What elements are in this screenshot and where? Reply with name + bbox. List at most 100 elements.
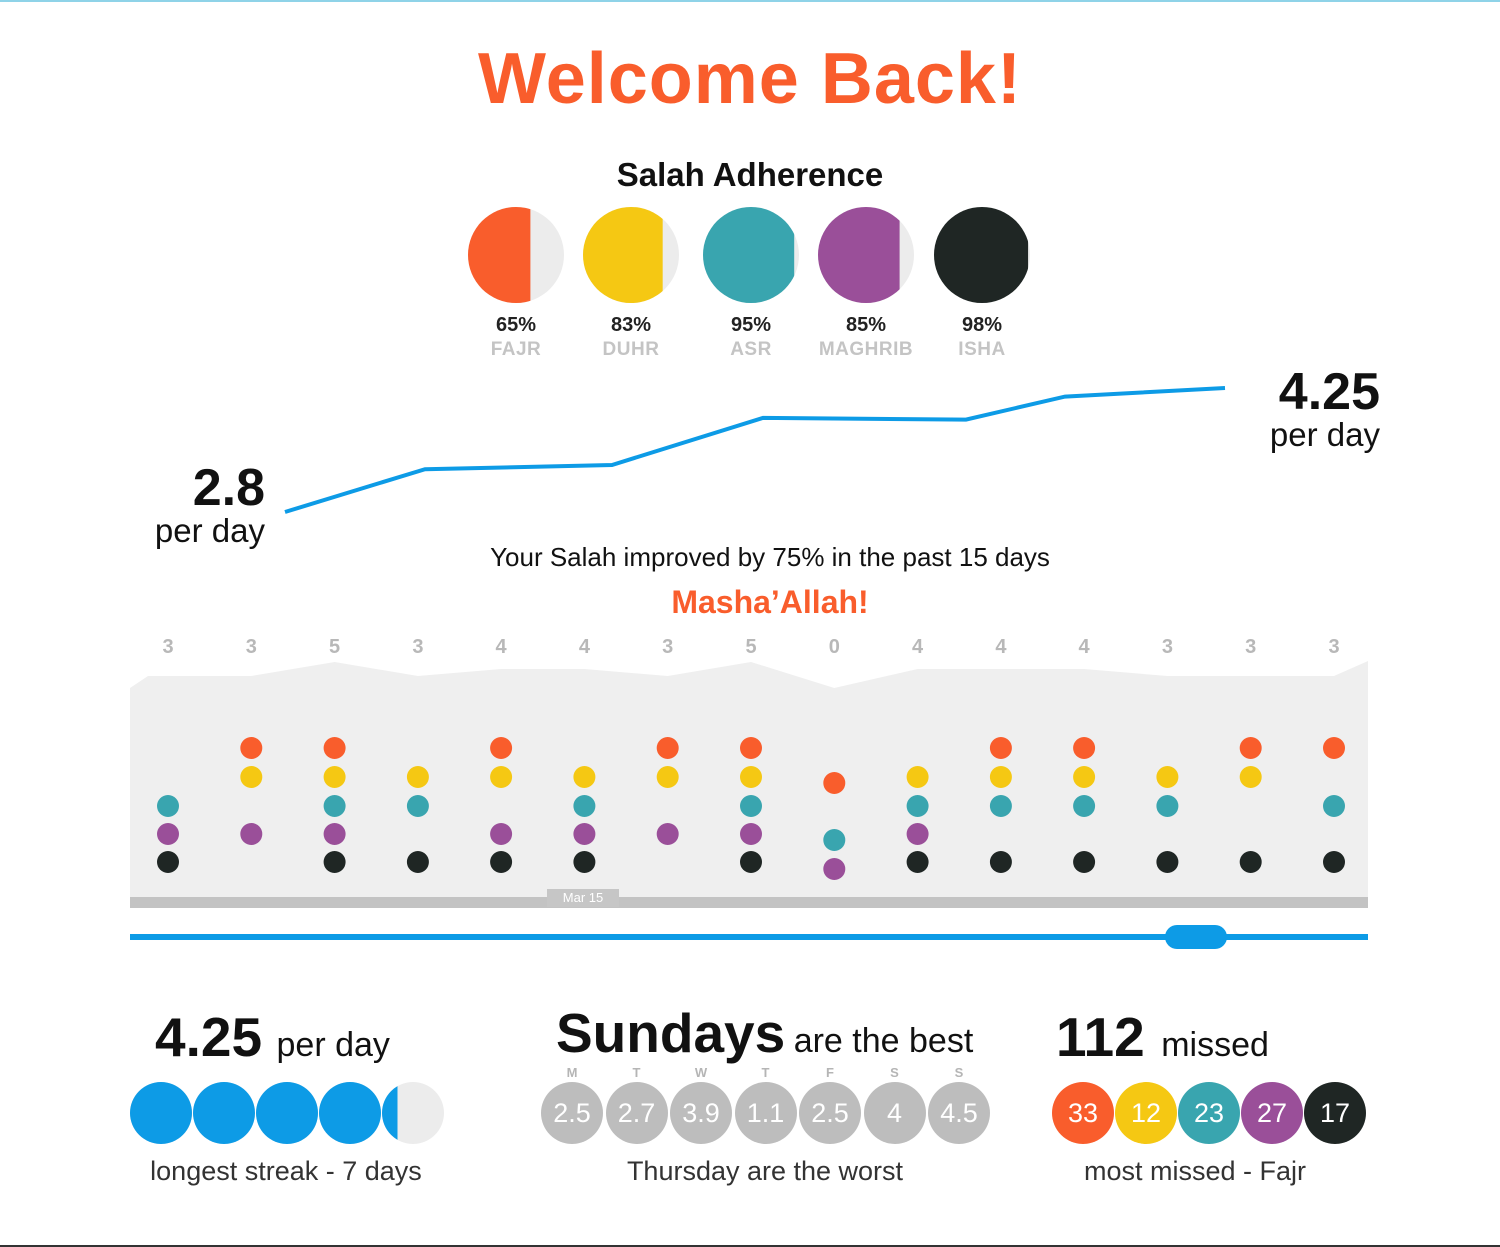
adherence-duhr: 83% DUHR [576,206,686,361]
end-rate: 4.25 per day [1240,366,1380,451]
day-count-label: 3 [662,636,673,658]
day-count-label: 3 [1328,636,1339,658]
missed-stat: 112 missed [1056,1010,1269,1065]
adherence-asr: 95% ASR [696,206,806,361]
asr-dot [989,795,1012,817]
timeline-slider-handle[interactable] [1165,925,1227,949]
asr-dot [157,795,179,817]
day-count-label: 5 [329,636,340,658]
trend-line-chart [284,386,1226,514]
fajr-dot [323,737,346,759]
asr-dot [1323,795,1345,817]
adherence-label: MAGHRIB [818,339,914,360]
adherence-row: 65% FAJR 83% DUHR 95% ASR 85% MAGHRIB 98% ISHA [0,0,1500,370]
streak-circle [130,1082,192,1144]
asr-dot [1156,795,1179,817]
duhr-dot [573,766,596,788]
isha-dot [1323,851,1345,873]
daily-prayer-chart[interactable]: 3 3 5 3 4 4 3 5 0 4 4 4 3 3 3 [0,0,1500,960]
isha-dot [323,851,346,873]
weekday-letter: W [694,1065,708,1080]
worst-day-caption: Thursday are the worst [626,1156,904,1186]
duhr-dot [1156,766,1179,788]
missed-count-maghrib: 27 [1241,1082,1303,1144]
top-rule [0,0,1500,2]
isha-fill [934,207,1030,303]
start-rate-unit: per day [154,512,265,549]
day-count-label: 3 [246,636,257,658]
duhr-dot [656,766,679,788]
day-count-label: 4 [1079,636,1091,658]
missed-count-duhr: 12 [1115,1082,1177,1144]
fajr-adherence-circle [468,207,564,303]
duhr-dot [1073,766,1096,788]
missed-count-isha: 17 [1304,1082,1366,1144]
adherence-percent: 85% [845,314,887,336]
page-title: Welcome Back! [478,39,1022,119]
weekday-average: 2.7 [605,1082,668,1144]
duhr-dot [906,766,929,788]
isha-dot [989,851,1012,873]
fajr-dot [240,737,263,759]
isha-dot [1156,851,1179,873]
asr-dot [906,795,929,817]
date-chip: Mar 15 [547,889,619,907]
missed-unit: missed [1161,1026,1269,1064]
adherence-label: DUHR [602,339,660,360]
best-day-suffix: are the best [793,1022,974,1060]
fajr-dot [1073,737,1096,759]
day-count-label: 4 [912,636,924,658]
asr-dot [740,795,762,817]
duhr-dot [989,766,1012,788]
trend-line [284,386,1226,514]
day-count-label: 4 [496,636,508,658]
isha-dot [573,851,596,873]
isha-dot [906,851,929,873]
isha-dot [1073,851,1096,873]
adherence-maghrib: 85% MAGHRIB [811,206,921,361]
maghrib-dot [490,823,513,845]
weekday-average: 4.5 [928,1082,990,1144]
start-rate: 2.8 per day [120,462,265,547]
adherence-percent: 98% [961,314,1003,336]
day-count-label: 3 [412,636,423,658]
weekday-letter: F [826,1065,834,1080]
day-count-label: 3 [1245,636,1256,658]
isha-dot [157,851,179,873]
praise-message: Masha’Allah! [671,584,869,620]
weekday-average: 2.5 [799,1082,861,1144]
maghrib-dot [823,858,846,880]
weekday-average: 1.1 [734,1082,797,1144]
maghrib-dot [573,823,596,845]
adherence-title: Salah Adherence [616,156,884,193]
day-count-label: 4 [995,636,1007,658]
adherence-label: FAJR [490,339,542,360]
streak-circle [256,1082,318,1144]
timeline-slider-track[interactable] [130,934,1368,940]
most-missed-caption: most missed - Fajr [1083,1156,1307,1186]
asr-dot [323,795,346,817]
maghrib-dot [656,823,679,845]
day-count-label: 4 [579,636,591,658]
fajr-dot [656,737,679,759]
duhr-dot [490,766,513,788]
day-count-label: 3 [1162,636,1173,658]
adherence-percent: 65% [495,314,537,336]
duhr-fill [583,207,679,303]
average-stat: 4.25 per day [155,1010,390,1065]
average-value: 4.25 [155,1006,263,1068]
missed-value: 112 [1056,1006,1145,1068]
maghrib-dot [740,823,762,845]
streak-circle [319,1082,381,1144]
maghrib-dot [240,823,263,845]
best-day-value: Sundays [556,1002,786,1064]
day-count-label: 5 [745,636,756,658]
average-unit: per day [276,1026,390,1064]
day-count-label: 0 [829,636,840,658]
maghrib-dot [906,823,929,845]
missed-count-fajr: 33 [1052,1082,1114,1144]
duhr-dot [323,766,346,788]
duhr-dot [240,766,263,788]
streak-circles [130,1082,444,1144]
adherence-isha: 98% ISHA [927,206,1037,361]
